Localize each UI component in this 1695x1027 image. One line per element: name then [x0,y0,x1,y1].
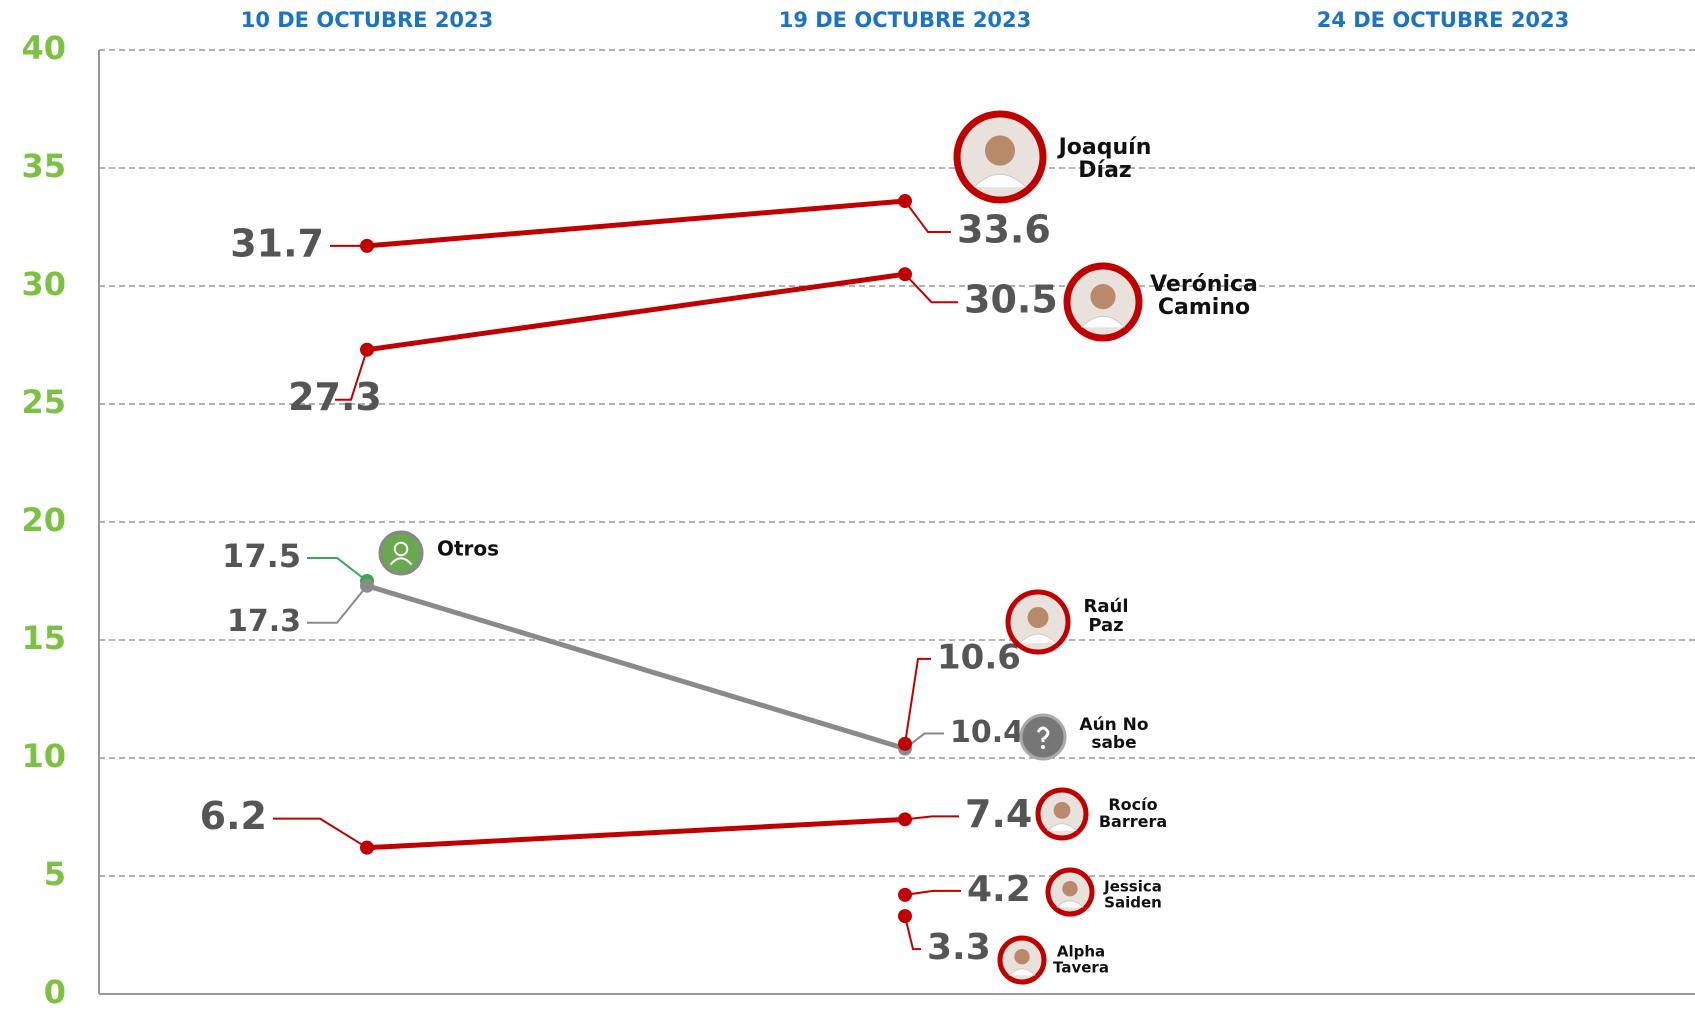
y-tick-label: 20 [21,501,66,539]
value-label: 4.2 [967,869,1031,910]
series-name: Jessica Saiden [1104,879,1162,911]
series-name: Otros [437,539,499,560]
photo-head [1028,607,1049,628]
series-name: Alpha Tavera [1053,944,1109,976]
value-label: 17.3 [227,604,301,639]
leader-line [905,274,958,302]
value-label: 10.6 [937,637,1021,677]
series-line [367,586,905,749]
chart: 0 5 10 15 20 25 30 35 40 10 DE OCTUBRE 2023 19 DE … [0,0,1695,1027]
photo-head [1054,802,1071,819]
x-tick-label: 19 DE OCTUBRE 2023 [779,8,1032,32]
photo-head [1090,284,1115,309]
value-label: 3.3 [927,927,991,968]
series-line [367,819,905,847]
y-tick-label: 0 [44,973,66,1011]
value-label: 30.5 [964,278,1058,322]
photo-head [1014,949,1029,964]
y-tick-label: 10 [21,737,66,775]
leader-line [905,659,931,744]
chart-canvas: 0 5 10 15 20 25 30 35 40 10 DE OCTUBRE 2023 19 DE … [0,0,1695,1027]
leader-line [273,819,367,848]
value-label: 17.5 [222,537,301,575]
series-name: Rocío Barrera [1099,797,1167,831]
series-name: Aún No sabe [1075,717,1153,753]
y-tick-label: 15 [21,619,66,657]
x-tick-label: 10 DE OCTUBRE 2023 [241,8,494,32]
y-tick-label: 30 [21,265,66,303]
y-tick-label: 25 [21,383,66,421]
photo-head [1062,881,1077,896]
leader-line [307,586,367,623]
value-label: 10.4 [950,715,1024,750]
icon [380,532,422,574]
series-line [367,274,905,350]
series-line [367,201,905,246]
y-tick-label: 40 [21,29,66,67]
icon-dot [1041,745,1045,749]
value-label: 6.2 [200,794,267,838]
series-name: Verónica Camino [1150,273,1258,319]
value-label: 33.6 [957,208,1051,252]
leader-line [905,201,951,232]
series-name: Raúl Paz [1084,598,1129,636]
y-tick-label: 35 [21,147,66,185]
value-label: 7.4 [965,792,1032,836]
icon [1021,715,1065,759]
leader-line [307,558,367,581]
value-label: 31.7 [230,221,324,265]
y-tick-label: 5 [44,855,66,893]
photo-head [985,136,1015,166]
value-label: 27.3 [288,375,382,419]
x-tick-label: 24 DE OCTUBRE 2023 [1317,8,1570,32]
series-name: Joaquín Díaz [1059,136,1152,182]
leader-line [905,891,961,895]
leader-line [905,816,959,819]
